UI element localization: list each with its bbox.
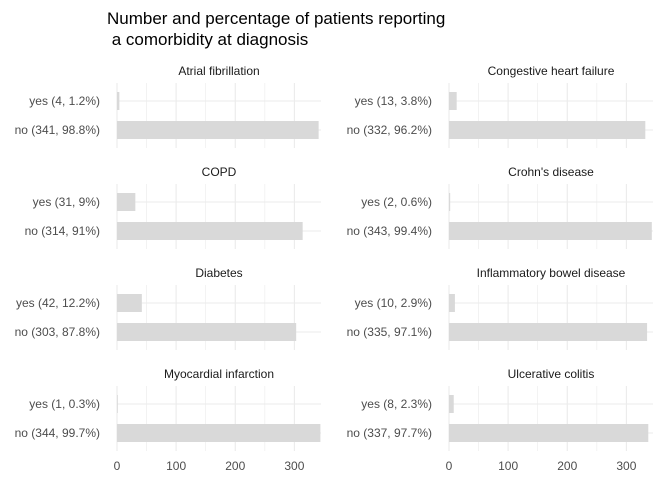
facet-title: Inflammatory bowel disease (477, 266, 626, 280)
category-label: yes (4, 1.2%) (29, 94, 100, 108)
facet-diabetes: Diabetes yes (42, 12.2%) no (303, 87.8%) (15, 266, 321, 350)
bar-yes (117, 193, 136, 211)
facet-inflammatory-bowel-disease: Inflammatory bowel disease yes (10, 2.9%)… (347, 266, 653, 350)
category-label: yes (10, 2.9%) (355, 296, 432, 310)
x-tick-label: 0 (446, 459, 453, 473)
facet-title: Congestive heart failure (488, 64, 615, 78)
category-label: yes (13, 3.8%) (355, 94, 432, 108)
category-label: yes (2, 0.6%) (361, 195, 432, 209)
bar-yes (449, 395, 454, 413)
bar-yes (117, 92, 120, 110)
bar-no (449, 121, 646, 139)
bar-no (449, 424, 649, 442)
chart-title-line-2: a comorbidity at diagnosis (107, 30, 308, 49)
facet-myocardial-infarction: Myocardial infarction yes (1, 0.3%) no (34… (15, 367, 321, 473)
x-tick-label: 300 (616, 459, 636, 473)
facet-panels: Atrial fibrillation yes (4, 1.2%) no (341,… (15, 64, 653, 473)
category-label: no (344, 99.7%) (15, 426, 100, 440)
bar-yes (449, 92, 457, 110)
bar-yes (117, 294, 142, 312)
chart-title-line-1: Number and percentage of patients report… (107, 9, 445, 28)
facet-congestive-heart-failure: Congestive heart failure yes (13, 3.8%) no… (347, 64, 653, 148)
x-tick-label: 0 (114, 459, 121, 473)
category-label: yes (31, 9%) (33, 195, 100, 209)
category-label: no (343, 99.4%) (347, 224, 432, 238)
bar-no (117, 323, 297, 341)
facet-title: COPD (202, 165, 237, 179)
bar-yes (117, 395, 118, 413)
x-tick-label: 200 (225, 459, 245, 473)
x-tick-label: 100 (498, 459, 518, 473)
bar-no (449, 323, 648, 341)
x-tick-label: 100 (166, 459, 186, 473)
facet-title: Atrial fibrillation (178, 64, 259, 78)
bar-no (117, 222, 303, 240)
category-label: no (335, 97.1%) (347, 325, 432, 339)
x-tick-label: 300 (284, 459, 304, 473)
facet-ulcerative-colitis: Ulcerative colitis yes (8, 2.3%) no (337, … (347, 367, 653, 473)
x-tick-label: 200 (557, 459, 577, 473)
bar-no (449, 222, 652, 240)
facet-title: Myocardial infarction (164, 367, 274, 381)
category-label: yes (1, 0.3%) (29, 397, 100, 411)
bar-yes (449, 193, 451, 211)
facet-crohn-s-disease: Crohn's disease yes (2, 0.6%) no (343, 99.… (347, 165, 653, 249)
facet-title: Diabetes (195, 266, 242, 280)
category-label: yes (8, 2.3%) (361, 397, 432, 411)
facet-title: Ulcerative colitis (508, 367, 595, 381)
facet-title: Crohn's disease (508, 165, 594, 179)
bar-no (117, 121, 319, 139)
bar-no (117, 424, 321, 442)
category-label: no (303, 87.8%) (15, 325, 100, 339)
category-label: no (332, 96.2%) (347, 123, 432, 137)
facet-copd: COPD yes (31, 9%) no (314, 91%) (25, 165, 321, 249)
category-label: no (341, 98.8%) (15, 123, 100, 137)
facet-atrial-fibrillation: Atrial fibrillation yes (4, 1.2%) no (341,… (15, 64, 321, 148)
category-label: no (314, 91%) (25, 224, 100, 238)
category-label: no (337, 97.7%) (347, 426, 432, 440)
bar-yes (449, 294, 455, 312)
category-label: yes (42, 12.2%) (16, 296, 100, 310)
